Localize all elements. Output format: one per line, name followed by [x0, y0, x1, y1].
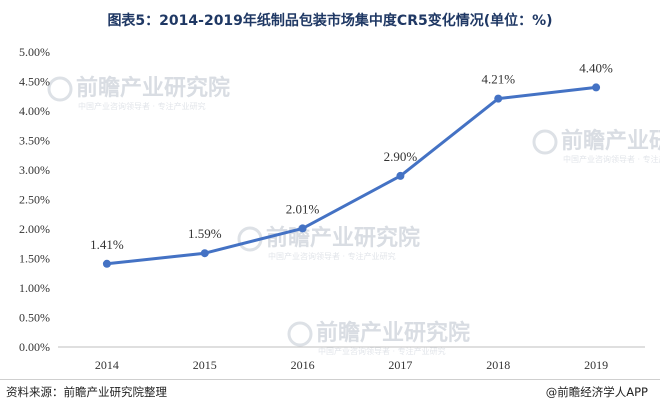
svg-text:中国产业咨询领导者 · 专注产业研究: 中国产业咨询领导者 · 专注产业研究	[268, 251, 396, 261]
x-tick-label: 2017	[388, 358, 412, 372]
data-point	[396, 171, 405, 180]
x-tick-label: 2018	[486, 358, 510, 372]
data-point	[592, 83, 601, 92]
y-axis-ticks: 0.00% 0.50% 1.00% 1.50% 2.00% 2.50% 3.00% 3.50%…	[19, 45, 50, 354]
y-tick-label: 0.50%	[19, 311, 50, 325]
data-point	[298, 224, 307, 233]
y-tick-label: 3.00%	[19, 163, 50, 177]
data-labels: 1.41% 1.59% 2.01% 2.90% 4.21% 4.40%	[90, 60, 613, 251]
y-tick-label: 4.50%	[19, 75, 50, 89]
data-points	[102, 83, 601, 268]
x-tick-label: 2015	[193, 358, 217, 372]
data-label: 4.21%	[481, 72, 515, 87]
svg-text:中国产业咨询领导者 · 专注产业研究: 中国产业咨询领导者 · 专注产业研究	[563, 154, 660, 164]
y-tick-label: 2.50%	[19, 193, 50, 207]
y-tick-label: 3.50%	[19, 134, 50, 148]
svg-text:中国产业咨询领导者 · 专注产业研究: 中国产业咨询领导者 · 专注产业研究	[78, 101, 206, 111]
svg-text:前瞻产业研究院: 前瞻产业研究院	[316, 320, 470, 346]
x-tick-label: 2014	[95, 358, 119, 372]
data-label: 2.90%	[384, 149, 418, 164]
y-tick-label: 1.50%	[19, 252, 50, 266]
y-tick-label: 4.00%	[19, 104, 50, 118]
x-axis-ticks: 2014 2015 2016 2017 2018 2019	[95, 358, 608, 372]
x-tick-label: 2019	[584, 358, 608, 372]
data-point	[200, 249, 209, 258]
series-line	[105, 85, 598, 266]
source-note: 资料来源：前瞻产业研究院整理	[6, 385, 167, 399]
svg-text:前瞻产业研究院: 前瞻产业研究院	[561, 128, 660, 154]
data-label: 1.59%	[188, 226, 222, 241]
data-label: 1.41%	[90, 237, 124, 252]
brand-credit: @前瞻经济学人APP	[545, 385, 648, 399]
data-point	[102, 259, 111, 268]
data-label: 4.40%	[579, 60, 613, 75]
y-tick-label: 5.00%	[19, 45, 50, 59]
footer-divider	[0, 379, 660, 380]
data-point	[494, 94, 503, 103]
chart-title: 图表5：2014-2019年纸制品包装市场集中度CR5变化情况(单位：%)	[107, 13, 553, 29]
data-label: 2.01%	[286, 201, 320, 216]
y-tick-label: 1.00%	[19, 281, 50, 295]
x-tick-label: 2016	[291, 358, 315, 372]
y-tick-label: 0.00%	[19, 340, 50, 354]
y-tick-label: 2.00%	[19, 222, 50, 236]
svg-text:中国产业咨询领导者 · 专注产业研究: 中国产业咨询领导者 · 专注产业研究	[318, 346, 446, 356]
svg-text:前瞻产业研究院: 前瞻产业研究院	[76, 75, 230, 101]
svg-text:前瞻产业研究院: 前瞻产业研究院	[266, 225, 420, 251]
